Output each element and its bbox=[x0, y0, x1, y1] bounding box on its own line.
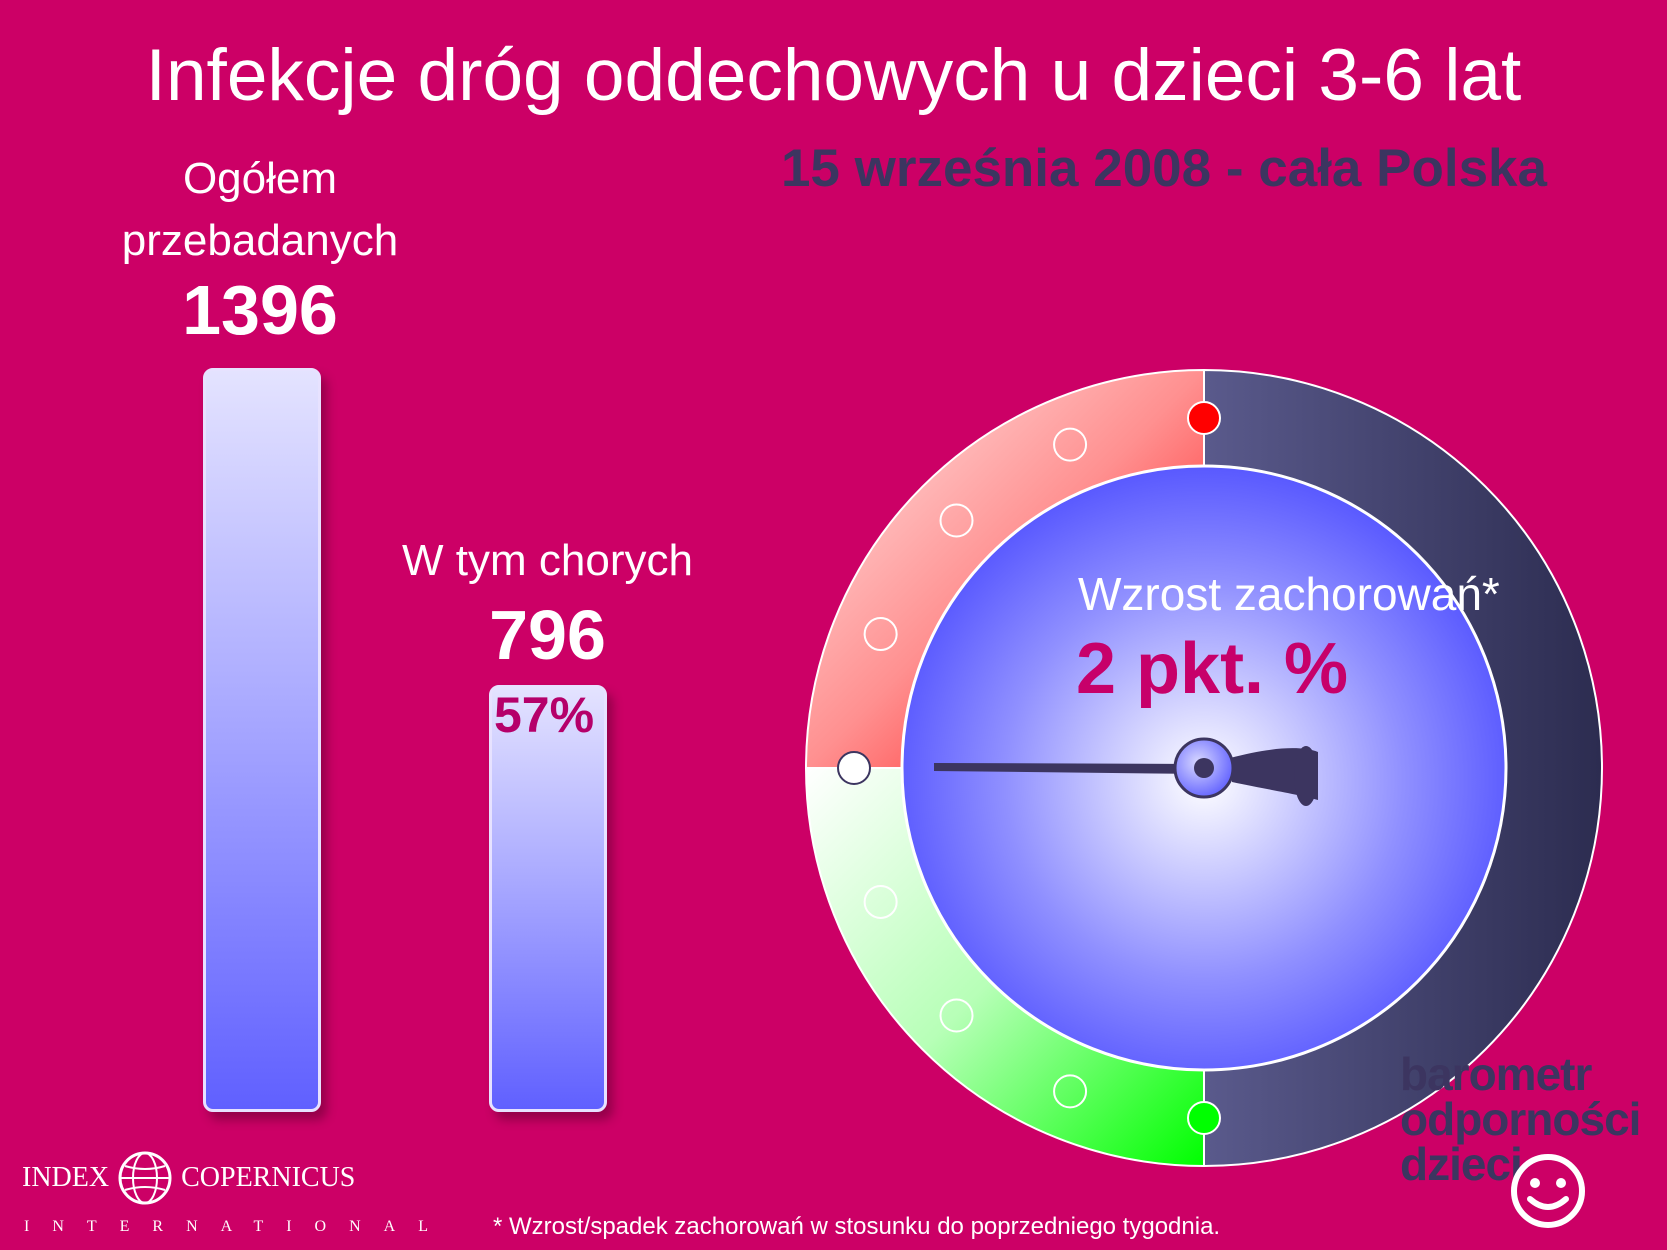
bar-sick bbox=[489, 685, 607, 1112]
gauge-tick bbox=[837, 751, 871, 785]
brand-line-3: dzieci bbox=[1400, 1138, 1523, 1190]
bar-value-total: 1396 bbox=[182, 271, 338, 349]
bar-total bbox=[203, 368, 321, 1112]
globe-icon bbox=[118, 1151, 172, 1205]
gauge-needle bbox=[934, 763, 1204, 774]
gauge-tick bbox=[1187, 1101, 1221, 1135]
gauge-tick bbox=[939, 998, 974, 1033]
logo-subtext: INTERNATIONAL bbox=[24, 1218, 451, 1235]
gauge-tick bbox=[1053, 1074, 1088, 1109]
footnote: * Wzrost/spadek zachorowań w stosunku do… bbox=[493, 1213, 1221, 1240]
gauge-tick bbox=[1053, 427, 1088, 462]
gauge-label: Wzrost zachorowań* bbox=[1078, 568, 1500, 620]
gauge-value: 2 pkt. % bbox=[1076, 629, 1349, 709]
bar-label-total: Ogółem przebadanych bbox=[95, 148, 425, 272]
bar-percent-sick: 57% bbox=[493, 687, 595, 743]
bar-value-sick: 796 bbox=[489, 596, 606, 674]
bar-label-total-line2: przebadanych bbox=[121, 216, 399, 265]
bar-label-total-line1: Ogółem bbox=[182, 154, 338, 203]
bar-label-sick: W tym chorych bbox=[402, 536, 693, 585]
gauge-tick bbox=[1187, 401, 1221, 435]
smiley-icon bbox=[1511, 1154, 1585, 1228]
gauge-needle-tail-end bbox=[1294, 746, 1318, 806]
brand-line-1: barometr bbox=[1400, 1048, 1592, 1100]
index-copernicus-logo: INDEX COPERNICUS INTERNATIONAL bbox=[22, 1150, 451, 1236]
logo-text-right: COPERNICUS bbox=[181, 1162, 356, 1193]
brand-line-2: odporności bbox=[1400, 1093, 1641, 1145]
gauge-tick bbox=[863, 617, 898, 652]
barometr-logo: barometr odporności dzieci bbox=[1400, 1048, 1641, 1190]
gauge-hub-center bbox=[1194, 758, 1214, 778]
gauge-tick bbox=[863, 884, 898, 919]
chart-title: Infekcje dróg oddechowych u dzieci 3-6 l… bbox=[145, 35, 1522, 116]
gauge-tick bbox=[939, 503, 974, 538]
logo-text-left: INDEX bbox=[22, 1162, 110, 1193]
chart-subtitle: 15 września 2008 - cała Polska bbox=[780, 139, 1547, 198]
